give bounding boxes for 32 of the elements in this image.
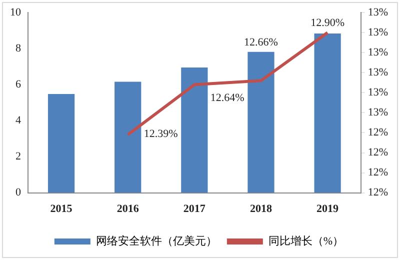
y2-tick-label: 13% bbox=[368, 46, 388, 59]
data-label: 12.90% bbox=[310, 17, 345, 30]
y-tick-label: 4 bbox=[16, 114, 22, 127]
y-tick-label: 8 bbox=[16, 42, 22, 55]
data-label: 12.66% bbox=[244, 36, 278, 48]
y2-tick-label: 12% bbox=[368, 186, 388, 199]
x-tick-label: 2017 bbox=[183, 203, 206, 216]
y-tick-label: 6 bbox=[16, 78, 22, 91]
legend-label: 同比增长（%） bbox=[268, 234, 344, 248]
y2-tick-label: 13% bbox=[368, 26, 388, 39]
y2-tick-label: 13% bbox=[368, 86, 388, 99]
y2-tick-label: 13% bbox=[368, 66, 388, 79]
y2-tick-label: 12% bbox=[368, 166, 388, 179]
x-tick-label: 2015 bbox=[50, 203, 73, 216]
y-tick-label: 0 bbox=[16, 186, 22, 199]
y2-tick-label: 13% bbox=[368, 6, 388, 18]
x-tick-label: 2019 bbox=[316, 203, 340, 216]
bar bbox=[48, 94, 75, 193]
y2-tick-label: 12% bbox=[368, 126, 388, 139]
y-tick-label: 10 bbox=[10, 6, 22, 18]
x-tick-label: 2016 bbox=[116, 203, 140, 216]
bar bbox=[248, 52, 274, 193]
x-tick-label: 2018 bbox=[250, 203, 272, 216]
y-tick-label: 2 bbox=[16, 150, 21, 163]
bar bbox=[181, 68, 208, 193]
y2-tick-label: 13% bbox=[368, 106, 388, 119]
legend-label: 网络安全软件（亿美元） bbox=[96, 234, 217, 248]
data-label: 12.64% bbox=[210, 92, 244, 104]
data-label: 12.39% bbox=[144, 128, 178, 140]
bar bbox=[314, 34, 341, 193]
bar bbox=[114, 82, 142, 193]
y2-tick-label: 12% bbox=[368, 146, 388, 159]
